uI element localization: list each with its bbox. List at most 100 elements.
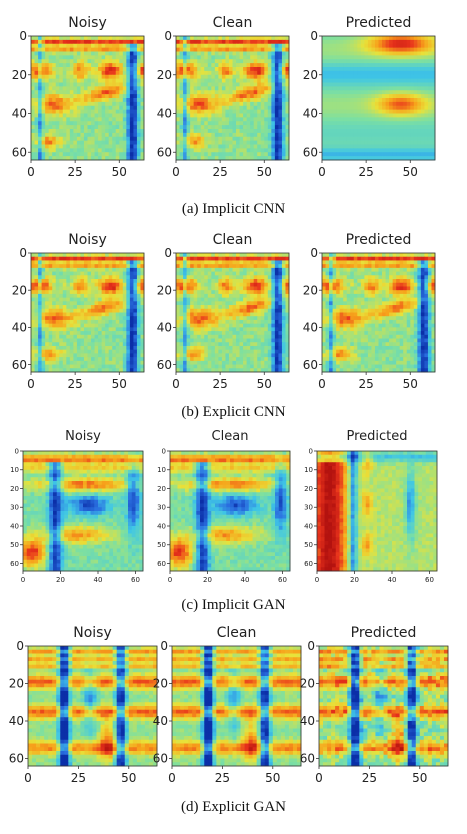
- heatmap-cell: [361, 145, 365, 149]
- heatmap-cell: [211, 145, 215, 149]
- heatmap-cell: [347, 55, 351, 59]
- heatmap-cell: [233, 48, 237, 52]
- heatmap-cell: [49, 353, 53, 357]
- heatmap-cell: [84, 94, 88, 98]
- heatmap-cell: [137, 52, 141, 56]
- heatmap-cell: [102, 298, 106, 302]
- heatmap-cell: [229, 264, 233, 268]
- heatmap-cell: [56, 290, 60, 294]
- heatmap-cell: [119, 48, 123, 52]
- heatmap-cell: [116, 268, 120, 272]
- heatmap-cell: [375, 129, 379, 133]
- heatmap-cell: [45, 357, 49, 361]
- heatmap-cell: [98, 257, 102, 261]
- heatmap-cell: [382, 71, 386, 75]
- heatmap-cell: [215, 257, 219, 261]
- heatmap-cell: [218, 137, 222, 141]
- heatmap-cell: [282, 264, 286, 268]
- heatmap-cell: [240, 283, 244, 287]
- heatmap-cell: [225, 133, 229, 137]
- heatmap-cell: [38, 102, 42, 106]
- heatmap-cell: [278, 98, 282, 102]
- heatmap-cell: [364, 59, 368, 63]
- heatmap-cell: [215, 137, 219, 141]
- heatmap-cell: [80, 339, 84, 343]
- heatmap-cell: [218, 316, 222, 320]
- heatmap-cell: [268, 117, 272, 121]
- heatmap-cell: [343, 98, 347, 102]
- heatmap-cell: [102, 339, 106, 343]
- heatmap-cell: [357, 94, 361, 98]
- heatmap-cell: [340, 36, 344, 40]
- heatmap-cell: [236, 272, 240, 276]
- heatmap-cell: [66, 361, 70, 365]
- heatmap-cell: [268, 71, 272, 75]
- heatmap-cell: [278, 264, 282, 268]
- heatmap-cell: [38, 52, 42, 56]
- heatmap-cell: [257, 71, 261, 75]
- heatmap-cell: [354, 106, 358, 110]
- heatmap-cell: [240, 117, 244, 121]
- heatmap-cell: [229, 141, 233, 145]
- heatmap-cell: [382, 137, 386, 141]
- heatmap-cell: [98, 141, 102, 145]
- heatmap-cell: [77, 40, 81, 44]
- heatmap-cell: [271, 133, 275, 137]
- heatmap-cell: [176, 98, 180, 102]
- heatmap-cell: [63, 110, 67, 114]
- heatmap-cell: [268, 36, 272, 40]
- heatmap-cell: [109, 40, 113, 44]
- heatmap-cell: [194, 264, 198, 268]
- heatmap-cell: [264, 272, 268, 276]
- heatmap-cell: [187, 275, 191, 279]
- heatmap-cell: [257, 79, 261, 83]
- heatmap-cell: [63, 313, 67, 317]
- heatmap-cell: [123, 335, 127, 339]
- heatmap-cell: [222, 129, 226, 133]
- heatmap-cell: [42, 106, 46, 110]
- heatmap-cell: [126, 357, 130, 361]
- heatmap-cell: [240, 52, 244, 56]
- heatmap-cell: [357, 98, 361, 102]
- heatmap-cell: [77, 353, 81, 357]
- heatmap-cell: [63, 365, 67, 369]
- heatmap-cell: [35, 102, 39, 106]
- heatmap-cell: [236, 283, 240, 287]
- heatmap-cell: [243, 83, 247, 87]
- heatmap-cell: [357, 52, 361, 56]
- heatmap-cell: [126, 327, 130, 331]
- heatmap-cell: [95, 36, 99, 40]
- heatmap-cell: [52, 106, 56, 110]
- heatmap-cell: [133, 48, 137, 52]
- heatmap-cell: [98, 67, 102, 71]
- heatmap-cell: [261, 324, 265, 328]
- heatmap-cell: [208, 335, 212, 339]
- heatmap-cell: [77, 268, 81, 272]
- heatmap-cell: [250, 67, 254, 71]
- heatmap-cell: [354, 137, 358, 141]
- heatmap-cell: [340, 148, 344, 152]
- heatmap-cell: [63, 121, 67, 125]
- heatmap-cell: [52, 339, 56, 343]
- heatmap-cell: [31, 59, 35, 63]
- heatmap-cell: [105, 253, 109, 257]
- heatmap-cell: [45, 114, 49, 118]
- heatmap-cell: [42, 148, 46, 152]
- heatmap-cell: [95, 305, 99, 309]
- heatmap-cell: [417, 106, 421, 110]
- heatmap-cell: [38, 152, 42, 156]
- heatmap-cell: [109, 361, 113, 365]
- heatmap-cell: [225, 141, 229, 145]
- heatmap-cell: [375, 86, 379, 90]
- heatmap-cell: [49, 335, 53, 339]
- heatmap-cell: [56, 316, 60, 320]
- heatmap-cell: [194, 55, 198, 59]
- heatmap-cell: [326, 110, 330, 114]
- heatmap-cell: [347, 114, 351, 118]
- heatmap-cell: [250, 86, 254, 90]
- heatmap-cell: [84, 148, 88, 152]
- heatmap-cell: [45, 283, 49, 287]
- heatmap-cell: [396, 36, 400, 40]
- heatmap-cell: [336, 121, 340, 125]
- heatmap-cell: [271, 145, 275, 149]
